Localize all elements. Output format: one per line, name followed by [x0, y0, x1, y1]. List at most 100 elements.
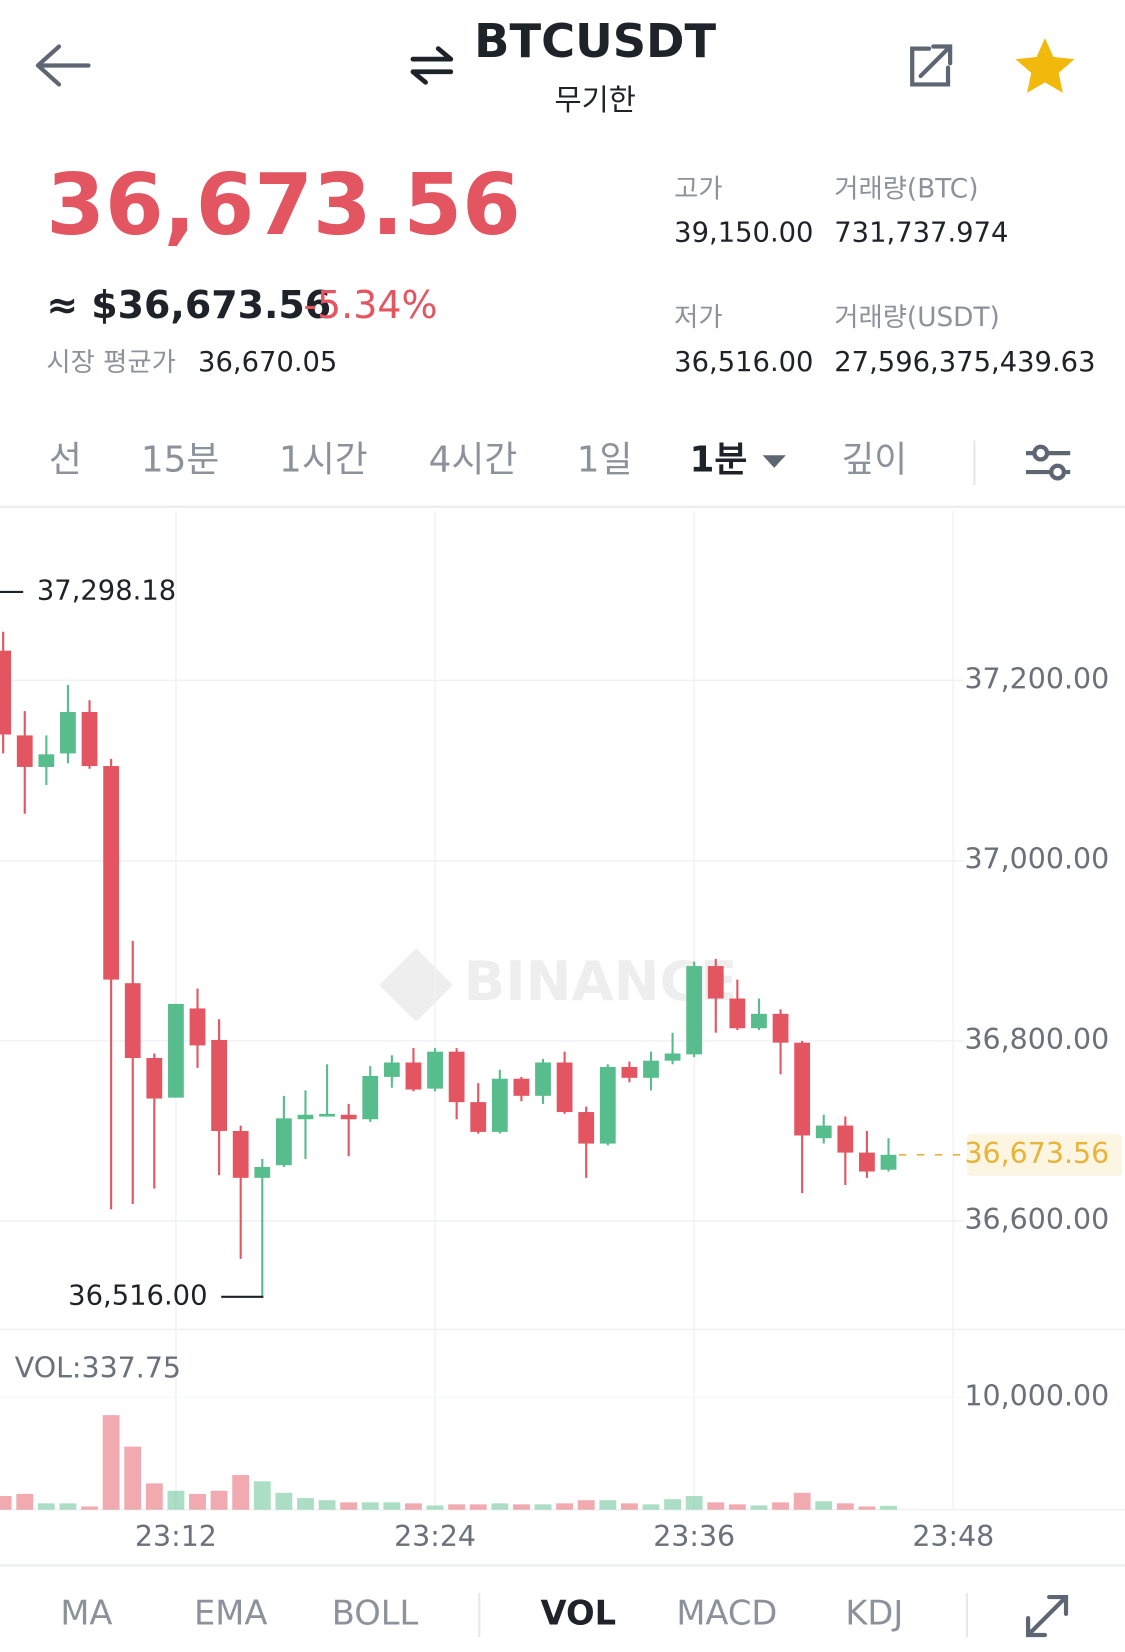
candle-body — [707, 966, 724, 999]
volume-bar — [772, 1502, 789, 1510]
candle-body — [362, 1076, 379, 1120]
volume-bar — [534, 1504, 552, 1510]
fullscreen-icon[interactable] — [1025, 1594, 1069, 1638]
indicator-tab[interactable]: BOLL — [332, 1593, 419, 1632]
stat-value: 731,737.974 — [834, 218, 1008, 249]
x-tick-label: 23:24 — [394, 1520, 476, 1553]
candle-body — [470, 1102, 487, 1132]
last-price-label: 36,673.56 — [964, 1137, 1109, 1170]
volume-bar — [253, 1481, 271, 1510]
settings-icon[interactable] — [1025, 444, 1071, 481]
volume-bar — [59, 1503, 77, 1510]
favorite-star[interactable] — [1015, 38, 1075, 93]
candle-body — [383, 1062, 400, 1077]
depth-tab[interactable]: 깊이 — [841, 440, 907, 481]
usd-price: ≈ $36,673.56 — [46, 283, 331, 327]
candle-body — [340, 1114, 357, 1120]
candle-body — [16, 735, 33, 767]
candle-body — [643, 1060, 659, 1078]
volume-bar — [685, 1495, 703, 1510]
volume-bar — [577, 1500, 595, 1510]
candle-body — [578, 1112, 595, 1144]
candle-body — [556, 1062, 573, 1113]
indicator-tab[interactable]: MA — [60, 1593, 112, 1632]
high-marker-label: 37,298.18 — [37, 575, 176, 606]
candle-body — [211, 1039, 228, 1131]
share-icon[interactable] — [910, 44, 953, 87]
volume-bar — [189, 1493, 206, 1510]
volume-bar — [491, 1503, 509, 1510]
interval-tab-active[interactable]: 1분 — [689, 440, 747, 481]
x-tick-label: 23:48 — [912, 1520, 994, 1553]
candle-body — [880, 1154, 897, 1170]
y-tick-label: 36,600.00 — [964, 1203, 1109, 1236]
stat-value: 39,150.00 — [674, 218, 813, 249]
volume-bar — [620, 1503, 638, 1510]
symbol-subtitle: 무기한 — [554, 83, 635, 117]
volume-bar — [210, 1490, 228, 1510]
stat-label: 거래량(BTC) — [834, 174, 978, 204]
volume-bar — [81, 1506, 98, 1510]
dropdown-arrow[interactable] — [762, 455, 786, 468]
volume-bar — [448, 1504, 466, 1510]
volume-bar — [318, 1500, 336, 1510]
swap-icon[interactable] — [410, 46, 454, 85]
candle-body — [664, 1053, 681, 1061]
volume-bar — [599, 1500, 617, 1510]
indicator-tab[interactable]: MACD — [676, 1593, 777, 1632]
volume-bar — [0, 1495, 12, 1510]
watermark: BINANCE — [379, 948, 737, 1022]
volume-bar — [297, 1498, 314, 1510]
last-price: 36,673.56 — [46, 156, 520, 254]
stat-label: 저가 — [674, 303, 722, 333]
candle-body — [513, 1078, 530, 1096]
candle-body — [232, 1130, 249, 1178]
volume-bar — [405, 1503, 422, 1510]
y-tick-label: 37,200.00 — [964, 662, 1109, 695]
interval-tab[interactable]: 선 — [49, 440, 82, 481]
interval-tab[interactable]: 15분 — [141, 440, 219, 481]
volume-bar — [836, 1503, 854, 1510]
candle-body — [448, 1051, 465, 1103]
volume-bar — [232, 1475, 250, 1510]
volume-bar — [426, 1505, 444, 1510]
mark-label: 시장 평균가 — [46, 348, 175, 378]
indicator-tab[interactable]: EMA — [194, 1593, 267, 1632]
interval-tab[interactable]: 1시간 — [279, 440, 368, 481]
volume-bar — [469, 1504, 487, 1510]
volume-bar — [383, 1502, 401, 1510]
candle-body — [189, 1008, 206, 1046]
candle-body — [491, 1078, 508, 1132]
y-tick-label: 10,000.00 — [964, 1379, 1109, 1412]
volume-bar — [145, 1483, 163, 1510]
stat-value: 27,596,375,439.63 — [834, 347, 1095, 378]
volume-bar — [37, 1503, 55, 1510]
indicator-tab[interactable]: KDJ — [845, 1593, 903, 1632]
candle-body — [535, 1062, 551, 1096]
volume-bar — [167, 1490, 185, 1510]
candle-body — [815, 1125, 832, 1139]
y-tick-label: 36,800.00 — [964, 1023, 1109, 1056]
volume-bar — [858, 1506, 876, 1510]
candle-body — [599, 1066, 616, 1144]
volume-bar — [124, 1446, 142, 1510]
volume-bar — [750, 1505, 768, 1510]
candle-body — [297, 1114, 314, 1120]
candle-body — [254, 1167, 271, 1178]
interval-tab[interactable]: 4시간 — [429, 440, 518, 481]
interval-tab[interactable]: 1일 — [577, 440, 633, 481]
candle-body — [837, 1125, 854, 1153]
candle-body — [319, 1113, 335, 1117]
candle-body — [686, 966, 703, 1055]
candle-body — [859, 1152, 875, 1172]
volume-bar — [642, 1504, 660, 1510]
volume-bar — [275, 1492, 293, 1510]
volume-bar — [793, 1492, 811, 1510]
volume-bar — [512, 1504, 530, 1510]
back-button[interactable] — [35, 44, 91, 87]
indicator-tab-active[interactable]: VOL — [541, 1593, 617, 1632]
candle-body — [794, 1042, 811, 1136]
candle-body — [60, 711, 76, 754]
